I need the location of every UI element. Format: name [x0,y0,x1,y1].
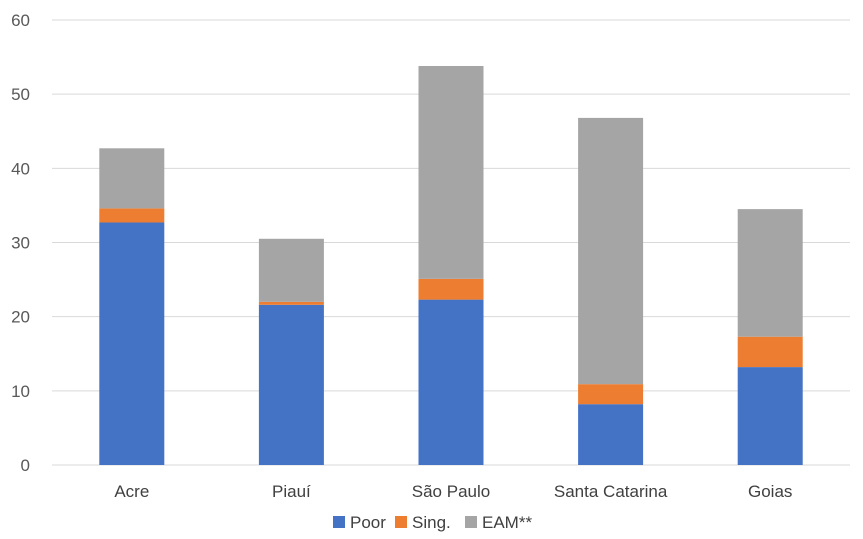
bar-eam-4 [737,209,803,337]
bar-poor-3 [578,404,644,465]
x-category-label: Acre [114,482,149,501]
legend-swatch [465,516,477,528]
legend-swatch [395,516,407,528]
bar-poor-2 [418,299,484,465]
bar-poor-0 [99,222,165,465]
bar-sing-4 [737,336,803,368]
y-tick-label: 40 [11,159,30,178]
bar-eam-2 [418,65,484,279]
legend-label: EAM** [482,513,532,532]
legend: Poor Sing. EAM** [333,513,532,532]
y-axis-ticks: 0 10 20 30 40 50 60 [11,11,30,475]
bar-eam-0 [99,148,165,209]
bar-poor-1 [258,304,324,465]
bar-poor-4 [737,367,803,465]
legend-swatch [333,516,345,528]
bar-eam-1 [258,238,324,302]
x-category-label: São Paulo [412,482,490,501]
bar-sing-3 [578,384,644,405]
bar-sing-0 [99,208,165,223]
legend-label: Sing. [412,513,451,532]
y-tick-label: 0 [21,456,30,475]
legend-label: Poor [350,513,386,532]
y-tick-label: 20 [11,308,30,327]
y-tick-label: 10 [11,382,30,401]
y-tick-label: 60 [11,11,30,30]
x-category-label: Goias [748,482,792,501]
bars [99,65,803,465]
bar-eam-3 [578,117,644,385]
bar-sing-1 [258,301,324,305]
x-category-label: Piauí [272,482,311,501]
bar-sing-2 [418,278,484,300]
y-tick-label: 50 [11,85,30,104]
y-tick-label: 30 [11,234,30,253]
x-category-label: Santa Catarina [554,482,668,501]
x-axis-categories: Acre Piauí São Paulo Santa Catarina Goias [114,482,792,501]
